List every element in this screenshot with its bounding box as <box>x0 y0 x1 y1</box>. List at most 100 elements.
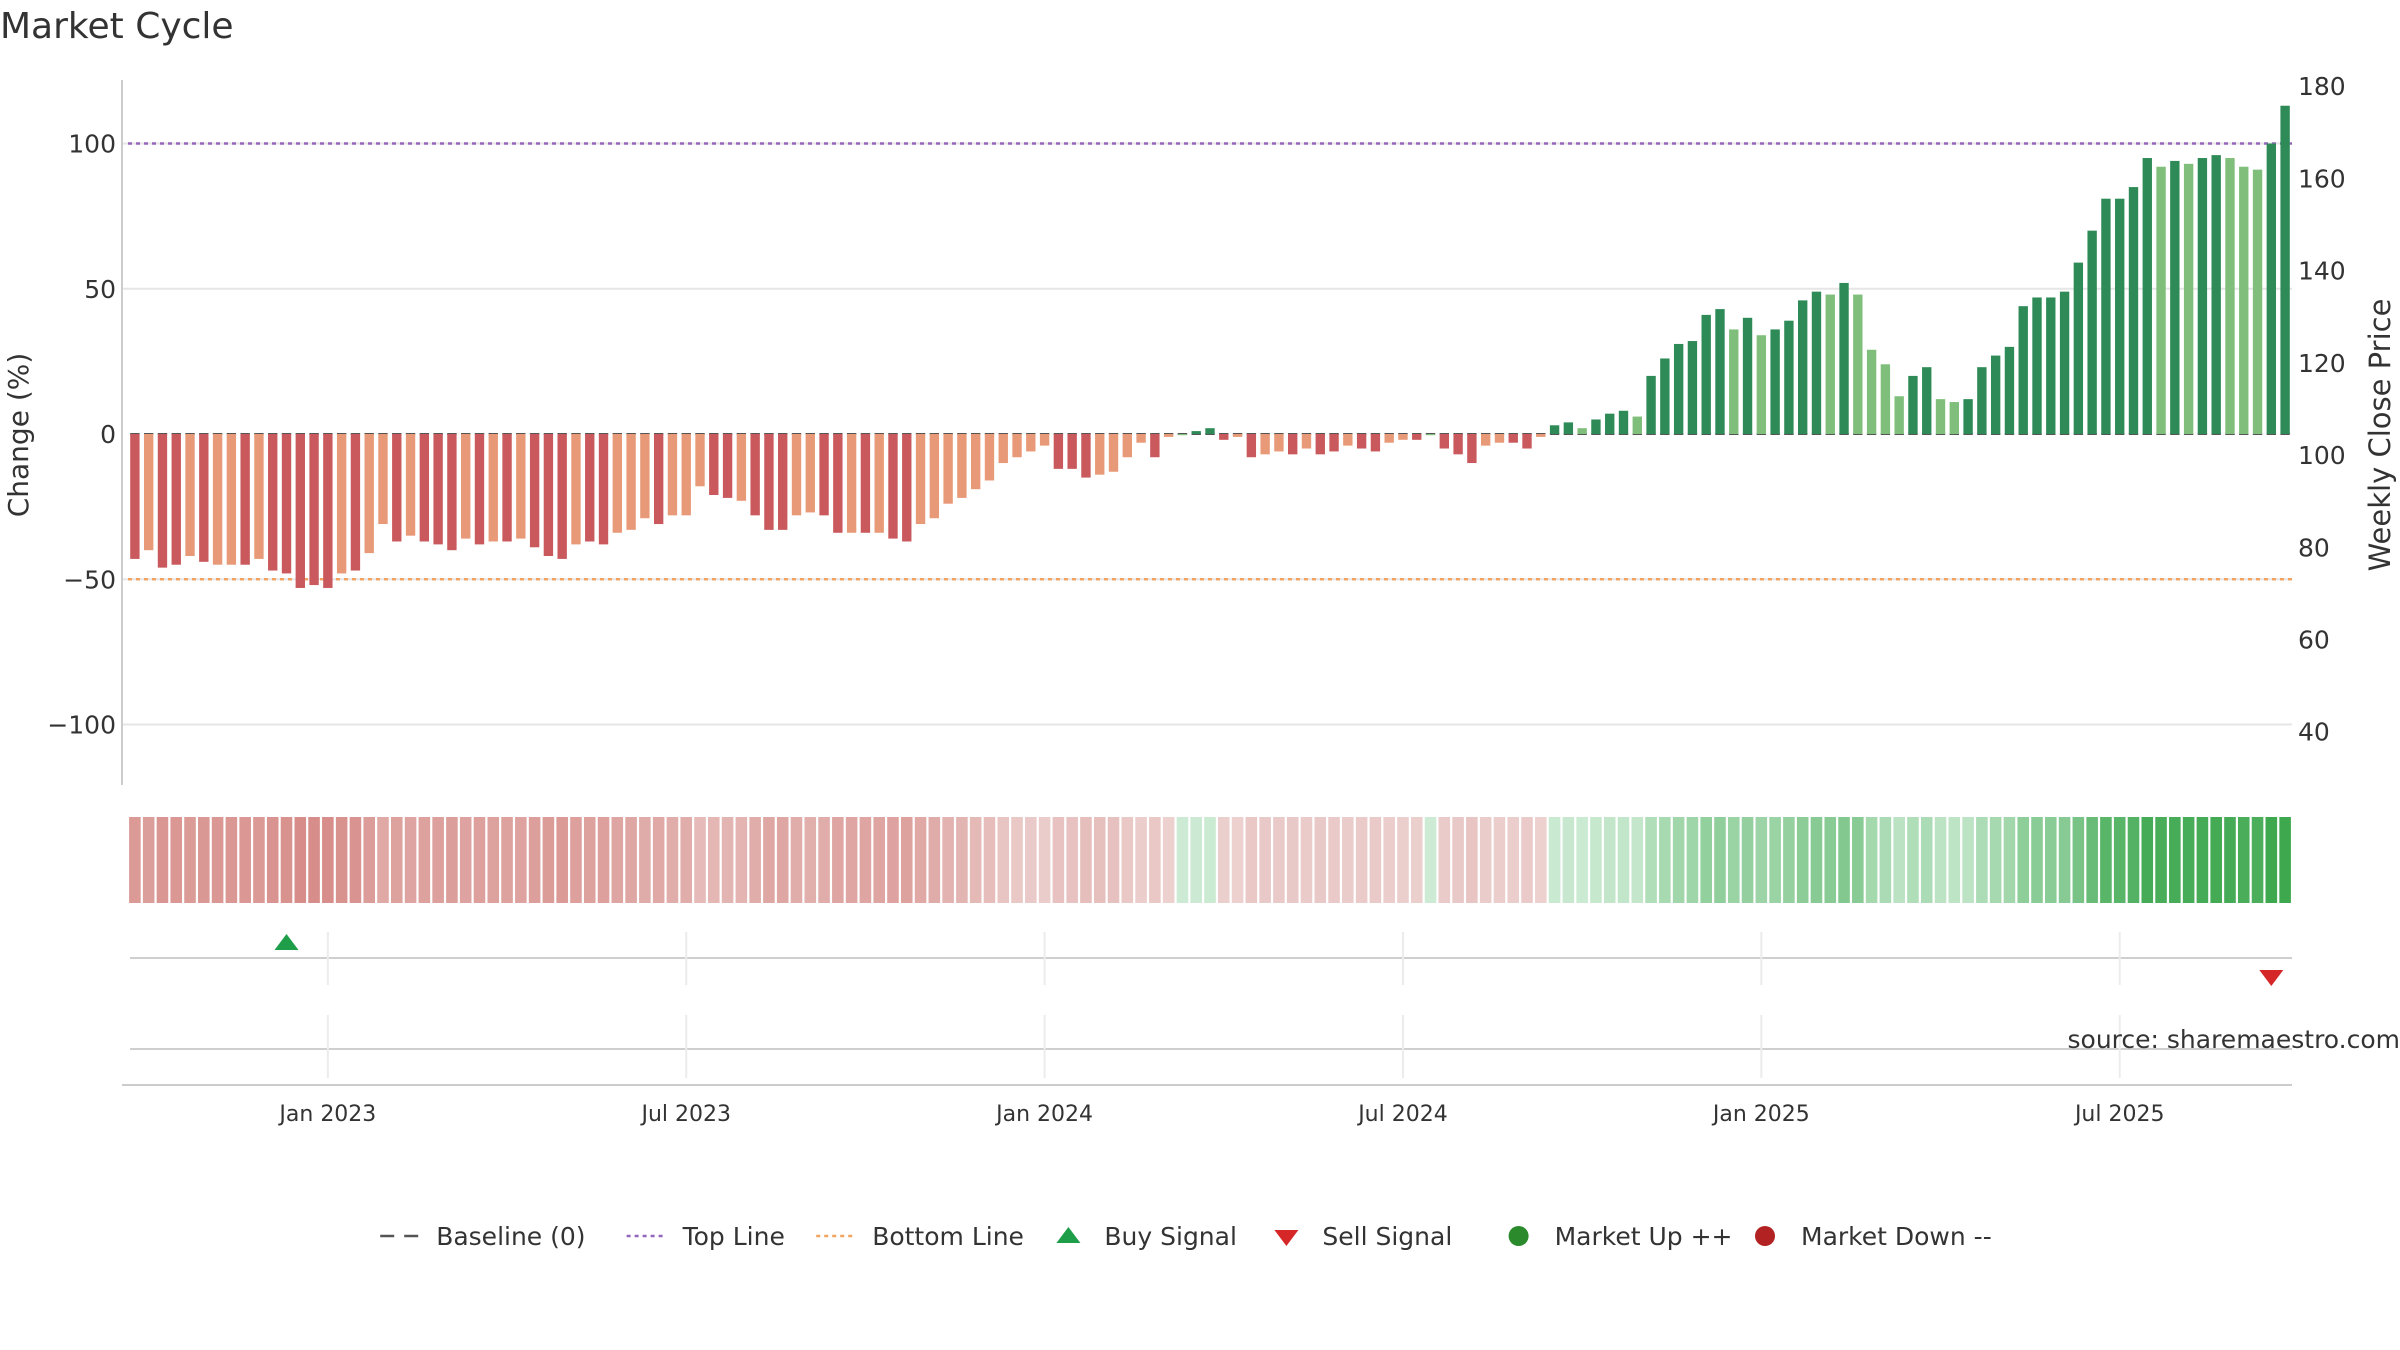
change-bar <box>1012 434 1022 458</box>
change-bar <box>2128 187 2139 434</box>
y-left-tick-label: 50 <box>84 275 116 304</box>
heat-cell <box>129 817 141 903</box>
change-bar <box>1646 375 1656 434</box>
change-bar <box>1632 416 1642 434</box>
y-axis-right-label: Weekly Close Price <box>2363 299 2397 572</box>
change-bar <box>1687 341 1698 434</box>
heat-cell <box>1645 817 1657 903</box>
change-bar <box>1453 434 1463 455</box>
change-bar <box>2266 143 2277 434</box>
heat-cell <box>997 817 1010 903</box>
heat-cell <box>1852 817 1864 903</box>
change-bar <box>1205 428 1215 434</box>
change-bar <box>1563 422 1574 434</box>
heat-cell <box>1066 817 1078 903</box>
change-bar <box>2280 105 2290 435</box>
legend-swatch <box>1274 1230 1299 1246</box>
heat-cell <box>1714 817 1726 903</box>
heat-cell <box>2086 817 2098 903</box>
heat-cell <box>2182 817 2195 903</box>
x-axis-ticks: Jan 2023 Jul 2023 Jan 2024 Jul 2024 Jan 2025… <box>277 932 2164 1127</box>
change-bar <box>1191 431 1201 434</box>
change-bar <box>2032 297 2042 434</box>
legend-item: Bottom Line <box>816 1222 1024 1251</box>
change-bar <box>185 434 195 557</box>
heat-cell <box>1452 817 1464 903</box>
legend: Baseline (0) Top Line Bottom Line Buy Signa… <box>380 1222 1992 1251</box>
change-bar <box>1329 434 1339 452</box>
change-bar <box>943 434 953 504</box>
change-bar <box>1811 291 1822 434</box>
change-bar <box>1067 434 1077 469</box>
heat-cell <box>956 817 968 903</box>
heat-cell <box>1617 817 1630 903</box>
heat-cell <box>1879 817 1892 903</box>
heat-cell <box>473 817 486 903</box>
heat-cell <box>1149 817 1161 903</box>
change-bar <box>764 434 774 530</box>
heat-cell <box>349 817 362 903</box>
heat-cell <box>156 817 169 903</box>
heat-cell <box>928 817 941 903</box>
change-bar <box>846 434 857 533</box>
change-bar <box>1894 396 1904 434</box>
legend-swatch <box>1755 1226 1775 1246</box>
change-bar <box>1798 300 1808 434</box>
x-tick-label: Jul 2025 <box>2073 1102 2165 1127</box>
heat-cell <box>1672 817 1685 903</box>
heat-cell <box>487 817 500 903</box>
change-bar <box>1467 434 1477 464</box>
heat-cell <box>184 817 196 903</box>
heat-cell <box>1273 817 1285 903</box>
heat-cell <box>914 817 927 903</box>
change-bar <box>1825 294 1835 434</box>
change-bar <box>461 434 471 539</box>
heat-cell <box>818 817 830 903</box>
legend-item: Baseline (0) <box>380 1222 586 1251</box>
heat-cell <box>708 817 720 903</box>
heat-cell <box>749 817 761 903</box>
change-bar <box>2225 158 2235 434</box>
change-bar <box>364 434 374 554</box>
change-bar <box>929 434 940 519</box>
heat-cell <box>666 817 679 903</box>
change-bar <box>2142 158 2152 434</box>
y-left-tick-label: −50 <box>63 565 116 594</box>
change-bar <box>2183 163 2194 434</box>
heat-cell <box>625 817 637 903</box>
heat-cell <box>1107 817 1120 903</box>
heat-cell <box>763 817 775 903</box>
heat-cell <box>1603 817 1616 903</box>
change-bar <box>1439 434 1450 449</box>
change-bar <box>157 434 168 568</box>
change-bar <box>2046 297 2056 434</box>
heat-cell <box>322 817 334 903</box>
change-bar <box>171 434 181 565</box>
change-bar <box>2087 230 2097 434</box>
heat-cell <box>1976 817 1988 903</box>
legend-label: Top Line <box>682 1222 785 1251</box>
heat-cell <box>1865 817 1878 903</box>
heat-cell <box>142 817 155 903</box>
y-right-tick-label: 40 <box>2298 718 2330 747</box>
change-bar <box>1260 434 1270 455</box>
heat-cell <box>1769 817 1781 903</box>
bar-series <box>130 105 2290 588</box>
heat-cell <box>2210 817 2222 903</box>
change-bar <box>778 434 788 530</box>
change-bar <box>1605 413 1615 434</box>
heat-cell <box>556 817 568 903</box>
heat-cell <box>1093 817 1106 903</box>
heat-cell <box>1052 817 1065 903</box>
heat-cell <box>845 817 858 903</box>
heat-cell <box>2155 817 2167 903</box>
heat-cell <box>1535 817 1547 903</box>
heat-cell <box>377 817 389 903</box>
x-tick-label: Jan 2023 <box>277 1102 376 1127</box>
heat-cell <box>446 817 458 903</box>
change-bar <box>2018 306 2028 434</box>
change-bar <box>1660 358 1670 434</box>
change-bar <box>1908 375 1918 434</box>
heat-cell <box>1962 817 1974 903</box>
change-bar <box>1508 434 1518 443</box>
